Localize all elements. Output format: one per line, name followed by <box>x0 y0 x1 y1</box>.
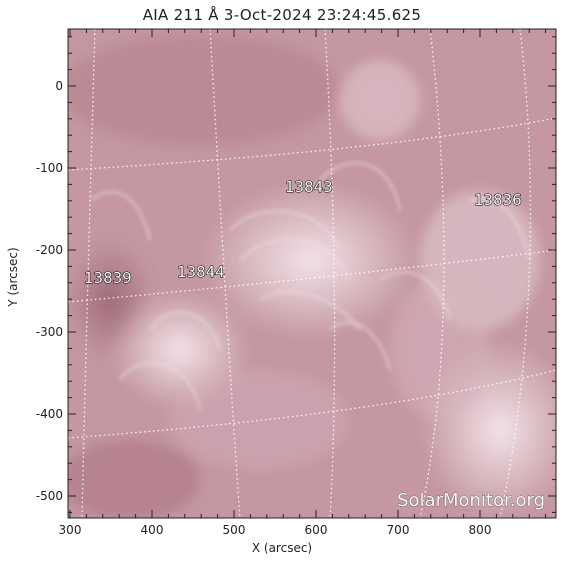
y-tick-label: 0 <box>55 79 63 93</box>
y-tick-label: -100 <box>36 161 63 175</box>
plot-frame <box>67 28 557 519</box>
active-region-label: 13844 <box>177 263 225 281</box>
y-tick-label: -500 <box>36 489 63 503</box>
y-tick-labels: 0 -100 -200 -300 -400 -500 <box>36 79 63 503</box>
x-tick-label: 600 <box>305 523 328 537</box>
active-region-label: 13843 <box>285 178 333 196</box>
x-tick-labels: 300 400 500 600 700 800 <box>59 523 492 537</box>
y-tick-label: -300 <box>36 325 63 339</box>
x-tick-label: 800 <box>469 523 492 537</box>
x-axis-label: X (arcsec) <box>251 541 313 555</box>
x-tick-label: 500 <box>223 523 246 537</box>
y-tick-label: -400 <box>36 407 63 421</box>
x-tick-label: 400 <box>141 523 164 537</box>
image-title: AIA 211 Å 3-Oct-2024 23:24:45.625 <box>142 6 422 24</box>
active-region-label: 13836 <box>474 191 522 209</box>
axis-ticks <box>68 29 556 518</box>
solarmonitor-watermark: SolarMonitor.org <box>397 490 545 511</box>
x-tick-label: 700 <box>387 523 410 537</box>
active-region-label: 13839 <box>84 269 132 287</box>
y-tick-label: -200 <box>36 243 63 257</box>
x-tick-label: 300 <box>59 523 82 537</box>
solar-corona-image <box>68 29 556 518</box>
heliographic-grid <box>68 29 556 518</box>
